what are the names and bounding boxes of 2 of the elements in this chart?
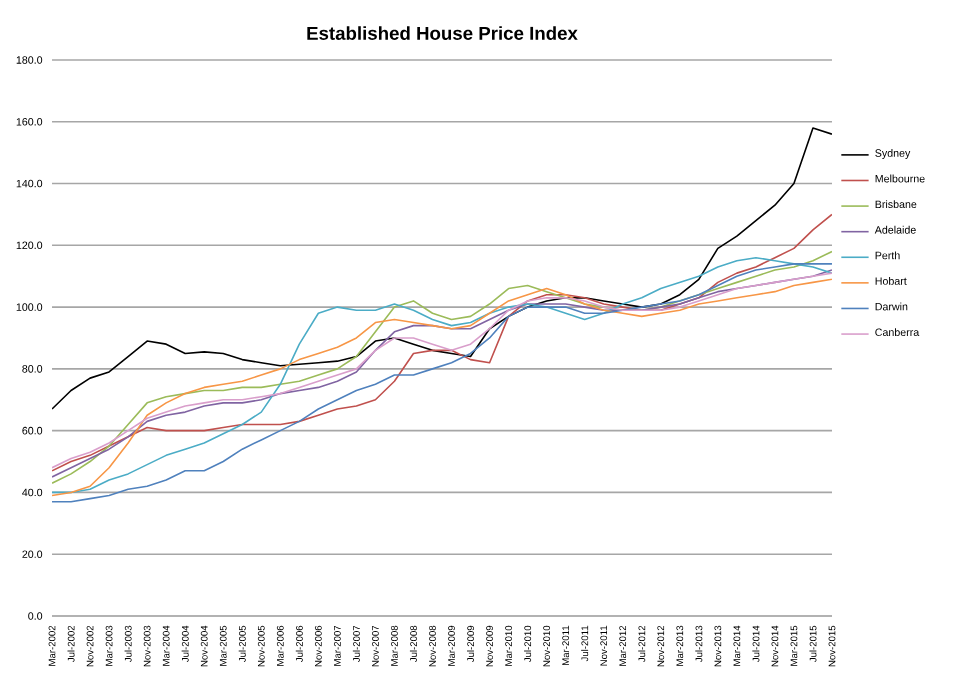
chart-title: Established House Price Index [307,26,578,40]
line-series [52,127,832,410]
